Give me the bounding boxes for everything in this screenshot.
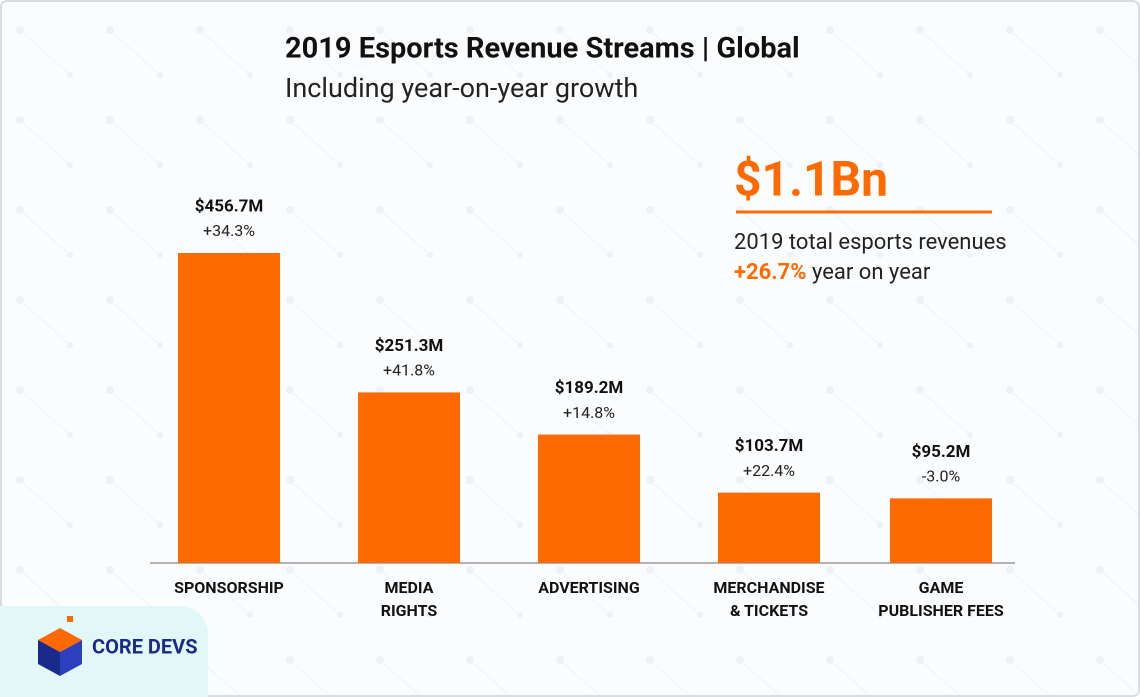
callout-text: +26.7% year on year — [734, 260, 931, 285]
callout-headline: $1.1Bn — [734, 151, 888, 208]
x-tick-label: GAME — [919, 578, 964, 597]
callout-tail: year on year — [807, 260, 931, 285]
callout-text: 2019 total esports revenues — [734, 230, 1007, 255]
logo-badge — [0, 606, 208, 697]
value-label: $251.3M — [375, 336, 444, 356]
chart-subtitle: Including year-on-year growth — [285, 72, 638, 104]
x-tick-label: ADVERTISING — [538, 578, 640, 597]
bar — [178, 253, 280, 563]
logo-icon — [38, 616, 82, 676]
x-tick-label: PUBLISHER FEES — [878, 601, 1004, 620]
x-tick-label: MERCHANDISE — [713, 578, 824, 597]
growth-label: -3.0% — [922, 467, 961, 486]
logo-text: CORE DEVS — [92, 634, 198, 658]
bar — [718, 492, 820, 563]
chart-title: 2019 Esports Revenue Streams | Global — [285, 32, 800, 66]
x-tick-label: MEDIA — [385, 578, 434, 597]
value-label: $189.2M — [555, 378, 624, 398]
value-label: $95.2M — [912, 442, 971, 462]
x-tick-label: RIGHTS — [381, 601, 438, 620]
callout-highlight: +26.7% — [734, 260, 807, 285]
bar — [890, 498, 992, 563]
x-tick-label: & TICKETS — [730, 601, 808, 620]
value-label: $456.7M — [195, 196, 264, 216]
bar — [538, 434, 640, 563]
value-label: $103.7M — [735, 436, 804, 456]
bar — [358, 392, 460, 563]
growth-label: +41.8% — [383, 361, 435, 380]
x-tick-label: SPONSORSHIP — [174, 578, 284, 597]
growth-label: +34.3% — [203, 221, 255, 240]
growth-label: +14.8% — [563, 403, 615, 422]
growth-label: +22.4% — [743, 461, 795, 480]
